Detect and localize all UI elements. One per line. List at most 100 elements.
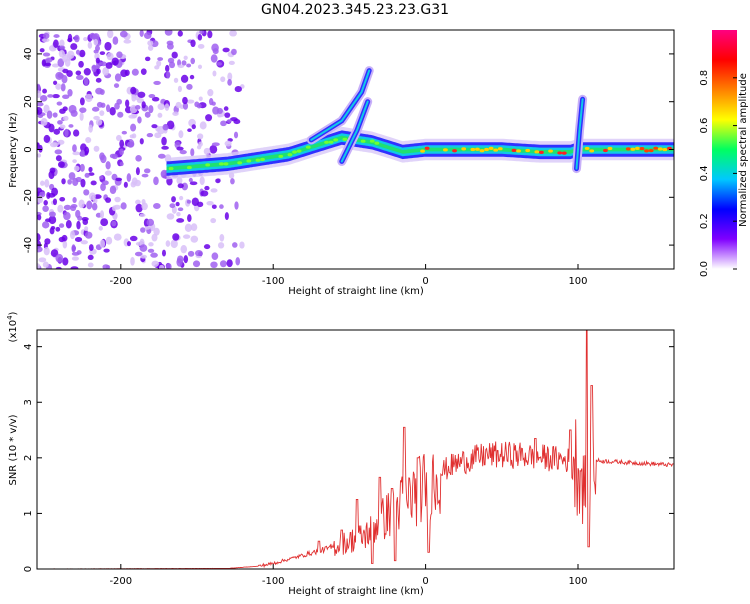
noise-blob (93, 34, 98, 39)
noise-blob (148, 45, 153, 51)
noise-blob (40, 95, 47, 102)
noise-blob (224, 112, 230, 118)
noise-blob (53, 129, 60, 135)
ridge-hotspot (525, 149, 530, 152)
noise-blob (200, 190, 208, 196)
noise-blob (51, 226, 56, 230)
noise-blob (148, 242, 153, 246)
noise-blob (91, 65, 96, 73)
noise-blob (132, 177, 138, 185)
noise-blob (171, 196, 176, 202)
noise-blob (82, 219, 88, 225)
noise-blob (72, 159, 77, 163)
noise-blob (38, 145, 42, 153)
noise-blob (122, 131, 127, 135)
noise-blob (180, 150, 187, 154)
noise-blob (76, 75, 84, 80)
ridge-hotspot (653, 147, 658, 150)
noise-blob (53, 40, 59, 48)
noise-blob (80, 179, 85, 188)
noise-blob (51, 188, 58, 196)
noise-blob (39, 257, 47, 262)
ridge-hotspot (475, 148, 480, 151)
x-tick-label: 100 (568, 276, 587, 287)
noise-blob (55, 227, 60, 232)
noise-blob (141, 101, 145, 108)
noise-blob (84, 77, 88, 86)
ridge-hotspot (187, 166, 192, 169)
noise-blob (80, 97, 85, 105)
noise-blob (55, 149, 63, 154)
noise-blob (56, 155, 62, 161)
noise-blob (63, 116, 69, 121)
noise-blob (200, 176, 205, 185)
colorbar-tick-label: 0.8 (699, 70, 710, 86)
ridge-hotspot (278, 155, 283, 158)
noise-blob (106, 104, 110, 112)
noise-blob (212, 106, 219, 114)
noise-blob (144, 168, 150, 173)
ridge-hotspot (512, 149, 517, 152)
noise-blob (77, 250, 82, 255)
ridge-hotspot (246, 159, 251, 162)
noise-blob (137, 92, 145, 98)
noise-blob (191, 223, 198, 231)
noise-blob (157, 113, 162, 118)
noise-blob (59, 46, 65, 50)
noise-blob (125, 70, 130, 76)
noise-blob (63, 212, 71, 220)
ridge-hotspot (484, 148, 489, 151)
ridge-hotspot (516, 149, 521, 152)
noise-blob (197, 145, 201, 149)
ridge-hotspot (292, 150, 297, 153)
noise-blob (85, 173, 90, 178)
ridge-hotspot (461, 147, 466, 150)
noise-blob (95, 88, 103, 95)
noise-blob (135, 155, 142, 162)
noise-blob (104, 42, 111, 51)
y-tick-label: 0 (23, 146, 34, 152)
noise-blob (110, 186, 116, 194)
noise-blob (225, 141, 232, 147)
colorbar: 0.00.20.40.60.8 Normalized spectral ampl… (699, 30, 749, 277)
colorbar-gradient (712, 30, 737, 269)
noise-blob (47, 110, 53, 118)
y-tick-label: 0 (23, 566, 34, 572)
noise-blob (220, 120, 227, 126)
noise-blob (227, 119, 232, 123)
noise-blob (140, 30, 144, 37)
ridge-hotspot (260, 158, 265, 161)
ridge-hotspot (224, 162, 229, 165)
noise-blob (59, 223, 64, 228)
noise-blob (96, 119, 102, 126)
noise-blob (100, 210, 104, 218)
noise-blob (159, 265, 164, 271)
noise-blob (100, 218, 108, 226)
noise-blob (99, 110, 104, 116)
noise-blob (132, 133, 136, 138)
noise-blob (219, 234, 224, 242)
noise-blob (145, 226, 150, 230)
noise-blob (135, 105, 141, 110)
noise-blob (130, 257, 135, 266)
noise-blob (85, 232, 92, 239)
noise-blob (235, 86, 242, 92)
colorbar-tick-label: 0.6 (699, 118, 710, 134)
noise-blob (115, 73, 121, 81)
noise-blob (76, 71, 82, 76)
noise-blob (148, 94, 155, 98)
noise-blob (191, 236, 199, 243)
noise-blob (106, 62, 113, 69)
noise-blob (197, 133, 203, 139)
noise-blob (147, 133, 153, 137)
noise-blob (86, 201, 92, 210)
noise-blob (114, 233, 122, 240)
noise-blob (97, 102, 103, 108)
noise-blob (79, 50, 85, 57)
noise-blob (153, 177, 159, 186)
noise-blob (88, 263, 94, 268)
noise-blob (167, 41, 174, 46)
ridge-hotspot (489, 147, 494, 150)
noise-blob (71, 244, 75, 252)
noise-blob (222, 48, 229, 53)
